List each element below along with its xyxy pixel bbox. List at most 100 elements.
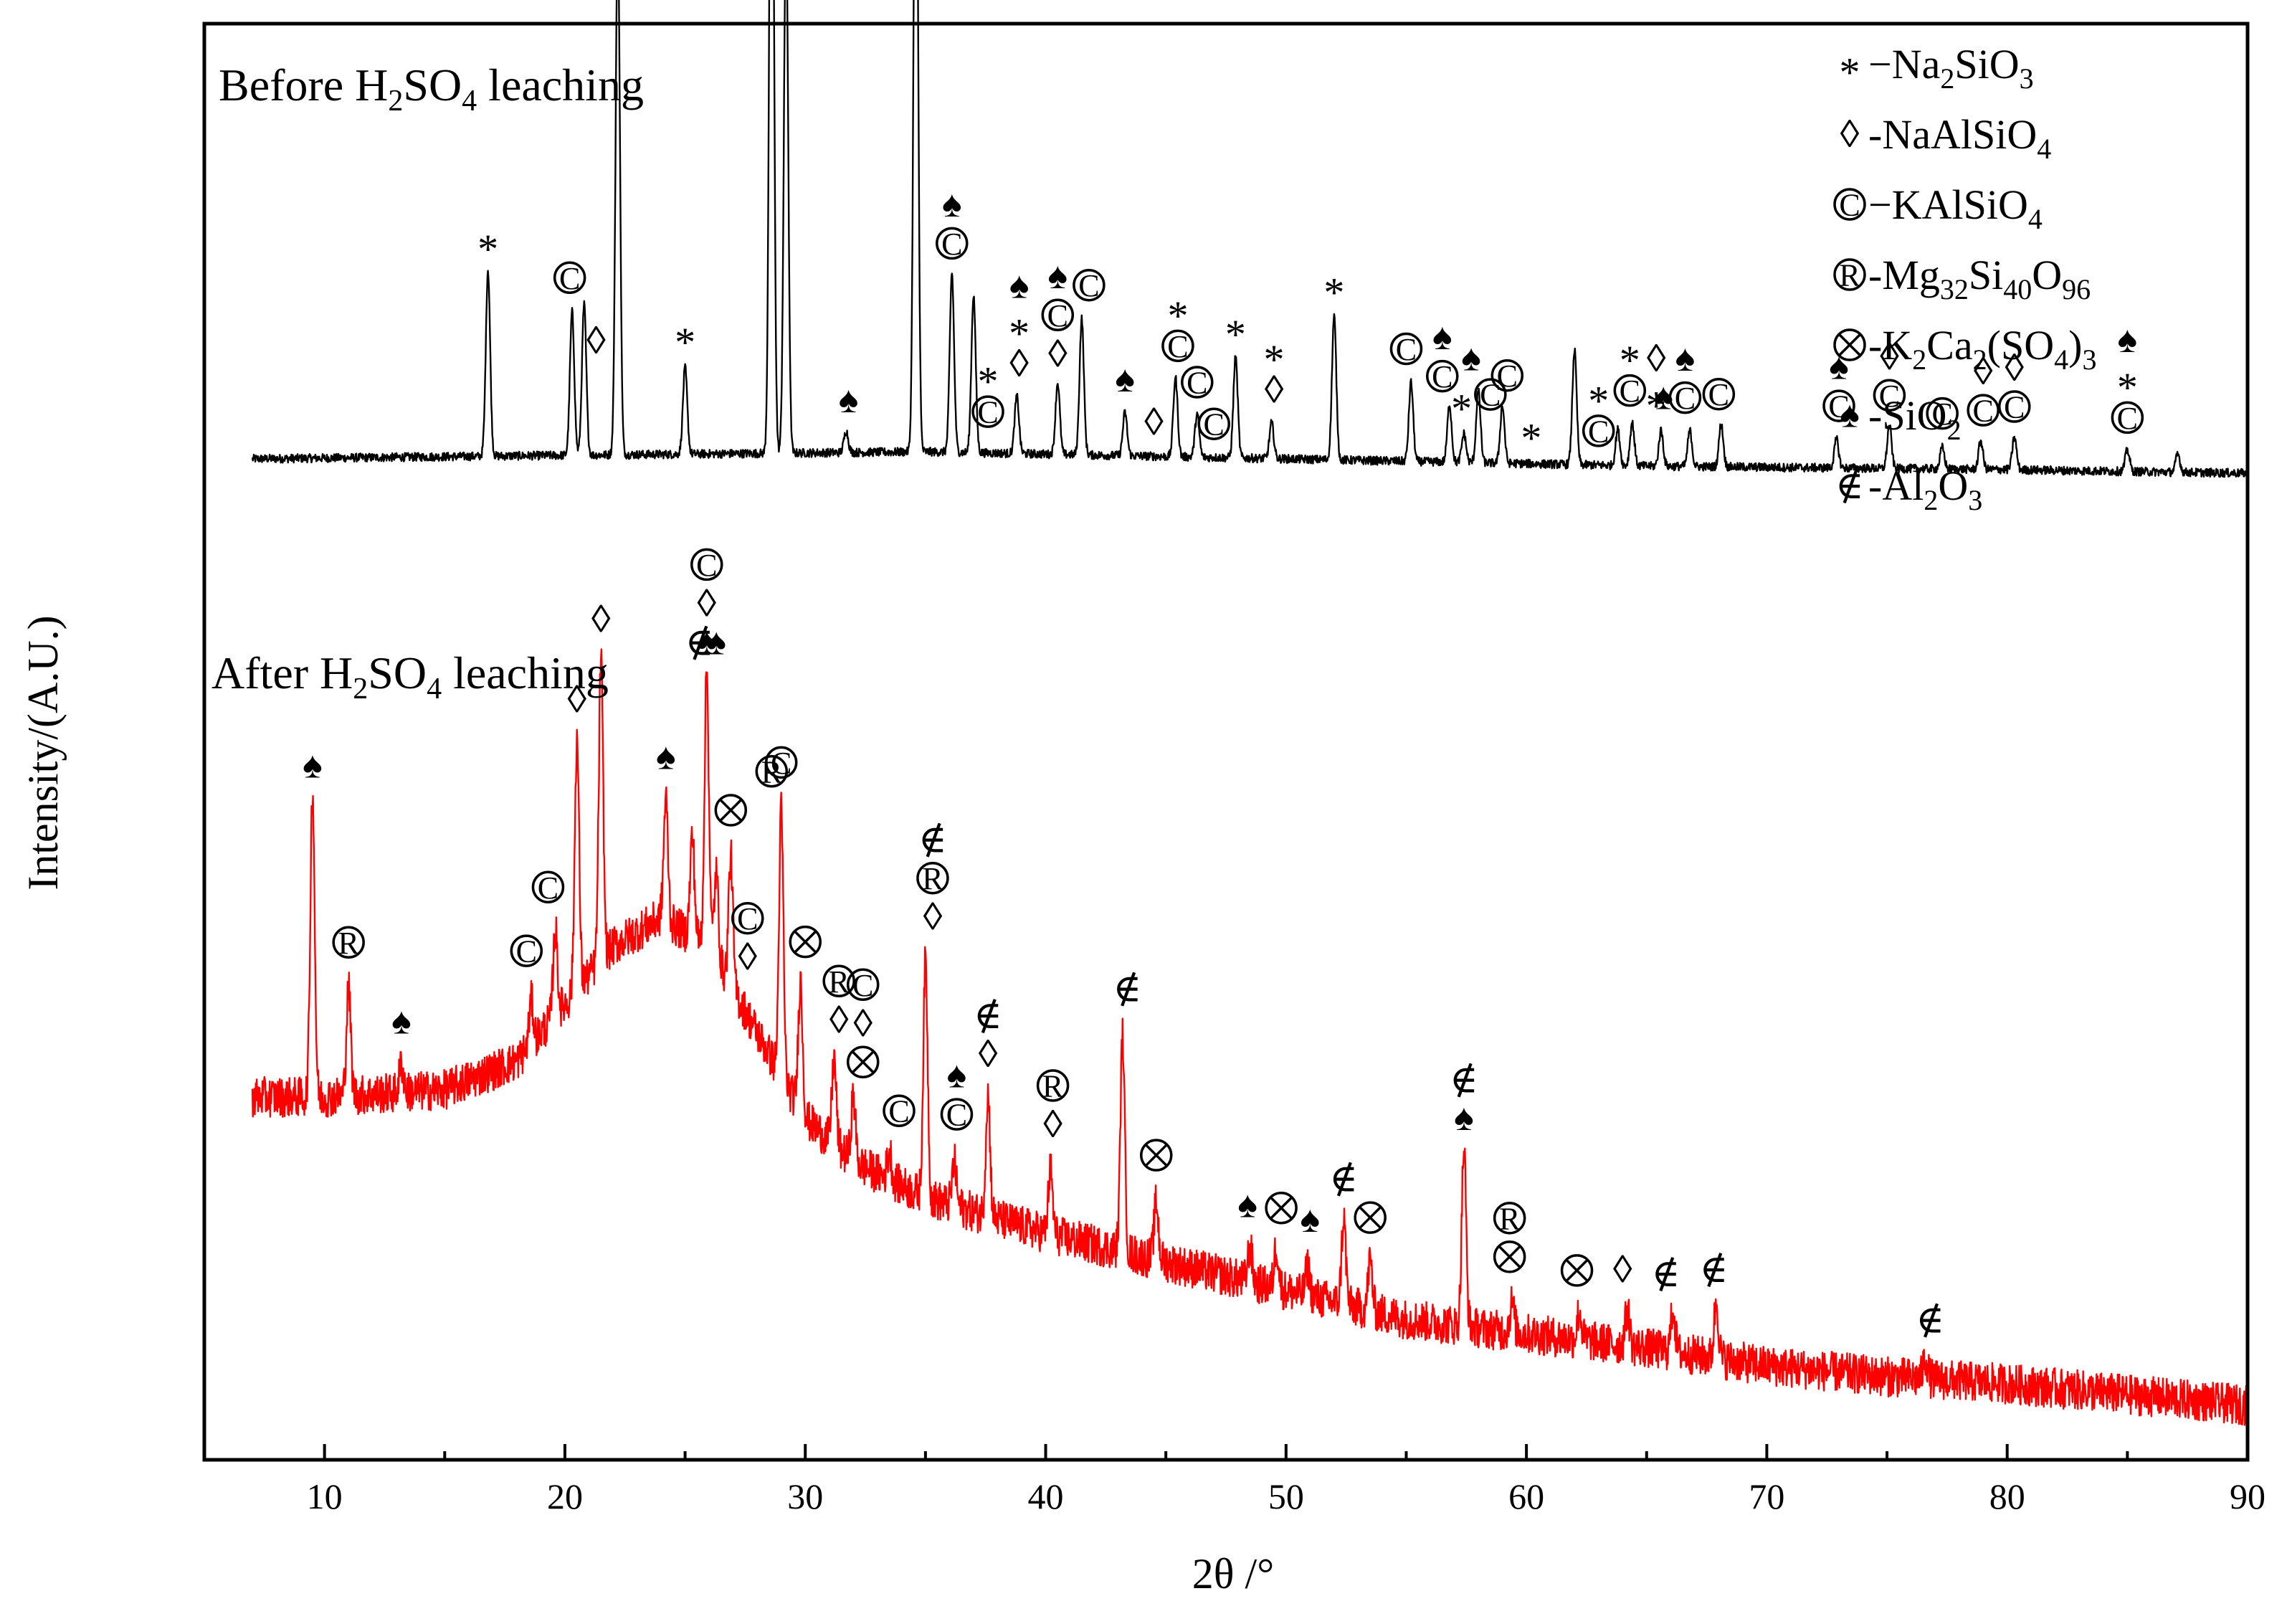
legend-label: −Na2SiO3 — [1868, 41, 2034, 95]
diamond-marker: ◊ — [567, 678, 586, 721]
svg-text:♠: ♠ — [303, 746, 323, 787]
c-marker: C — [2111, 401, 2144, 436]
svg-text:∉: ∉ — [1113, 967, 1142, 1010]
svg-text:C: C — [2004, 390, 2025, 425]
svg-text:C: C — [1480, 378, 1501, 413]
svg-text:◊: ◊ — [1144, 401, 1164, 444]
svg-text:∉: ∉ — [918, 818, 947, 861]
spade-marker: ♠ — [1461, 338, 1481, 379]
x-tick-label: 90 — [2230, 1476, 2265, 1516]
legend-item: C −KAlSiO4 — [1833, 181, 2043, 235]
svg-text:C: C — [559, 261, 580, 296]
legend-item: ♠ -SiO2 — [1840, 392, 1961, 446]
svg-text:◊: ◊ — [738, 936, 757, 979]
notin-marker: ∉ — [685, 620, 714, 663]
c-marker: C — [1073, 268, 1106, 303]
svg-text:◊: ◊ — [979, 1032, 998, 1075]
svg-text:C: C — [1167, 329, 1188, 364]
c-marker: C — [531, 870, 565, 906]
c-marker: C — [1702, 377, 1736, 412]
x-marker — [1493, 1240, 1526, 1273]
x-ticks: 10 20 30 40 50 60 70 80 90 — [307, 1444, 2265, 1516]
svg-text:C: C — [1972, 394, 1993, 429]
c-marker: C — [1490, 358, 1524, 394]
legend-label: -K2Ca2(SO4)3 — [1868, 322, 2096, 376]
spade-marker: ♠ — [1840, 395, 1860, 436]
svg-text:◊: ◊ — [1613, 1248, 1632, 1291]
series-label: Before H2SO4 leaching — [219, 60, 644, 118]
legend-item: -K2Ca2(SO4)3 — [1833, 322, 2096, 376]
c-marker: C — [1668, 381, 1702, 416]
legend-label: -Al2O3 — [1868, 462, 1982, 516]
svg-text:♠: ♠ — [697, 622, 717, 663]
diamond-marker: ◊ — [1880, 335, 1899, 378]
svg-text:C: C — [771, 746, 791, 781]
svg-text:C: C — [2117, 401, 2138, 436]
svg-text:∉: ∉ — [685, 620, 714, 663]
x-tick-label: 60 — [1508, 1476, 1544, 1516]
diamond-marker: ◊ — [1009, 342, 1029, 385]
x-marker — [846, 1045, 880, 1079]
star-marker: * — [1451, 385, 1472, 432]
svg-text:*: * — [1323, 269, 1344, 315]
diamond-marker: ◊ — [1043, 1103, 1062, 1146]
svg-text:C: C — [946, 1098, 967, 1133]
c-marker: C — [846, 968, 880, 1003]
x-axis-title: 2θ /° — [1192, 1550, 1274, 1597]
x-marker — [714, 794, 748, 827]
x-marker — [789, 925, 822, 959]
c-marker: C — [1582, 414, 1615, 449]
x-marker — [1354, 1201, 1387, 1234]
series-labels: Before H2SO4 leaching After H2SO4 leachin… — [211, 60, 644, 706]
diamond-marker: ◊ — [1647, 337, 1666, 380]
svg-text:∉: ∉ — [1700, 1248, 1729, 1291]
svg-text:*: * — [477, 226, 498, 272]
star-marker: * — [2117, 364, 2138, 411]
svg-text:C: C — [977, 395, 998, 430]
star-marker: * — [477, 226, 498, 272]
svg-text:C: C — [1497, 358, 1518, 394]
c-marker: C — [1426, 359, 1459, 394]
spade-marker: ♠ — [391, 1002, 412, 1043]
c-marker: C — [971, 395, 1004, 430]
svg-text:C: C — [1187, 366, 1207, 401]
svg-text:♠: ♠ — [391, 1002, 412, 1043]
svg-text:∉: ∉ — [1450, 1058, 1478, 1101]
svg-text:∉: ∉ — [1916, 1298, 1944, 1341]
series-line — [251, 648, 2249, 1426]
c-marker: C — [553, 261, 586, 296]
c-marker: C — [731, 901, 764, 936]
notin-marker: ∉ — [1700, 1248, 1729, 1291]
r-marker: R — [332, 926, 365, 961]
svg-text:R: R — [828, 964, 850, 999]
legend-item: ∉ -Al2O3 — [1835, 462, 1982, 516]
series-label: After H2SO4 leaching — [211, 647, 609, 706]
svg-text:C: C — [1204, 407, 1225, 442]
spade-marker: ♠ — [1675, 338, 1696, 379]
x-marker — [1833, 328, 1866, 361]
x-tick-label: 80 — [1989, 1476, 2025, 1516]
r-marker: R — [755, 754, 789, 789]
x-tick-label: 50 — [1268, 1476, 1304, 1516]
svg-text:♠: ♠ — [1237, 1184, 1257, 1225]
spade-marker: ♠ — [2118, 320, 2138, 361]
svg-text:◊: ◊ — [591, 598, 611, 641]
svg-text:*: * — [1840, 49, 1860, 96]
c-marker: C — [1613, 374, 1647, 409]
diamond-marker: ◊ — [829, 998, 849, 1041]
svg-text:C: C — [538, 870, 558, 906]
legend-label: −KAlSiO4 — [1868, 181, 2043, 235]
diamond-marker: ◊ — [697, 581, 716, 625]
diamond-marker: ◊ — [1840, 113, 1860, 156]
spade-marker: ♠ — [1009, 266, 1030, 307]
x-tick-label: 70 — [1749, 1476, 1784, 1516]
c-marker: C — [1474, 378, 1507, 413]
spade-marker: ♠ — [942, 184, 962, 225]
spade-marker: ♠ — [656, 736, 676, 777]
svg-text:◊: ◊ — [1647, 337, 1666, 380]
c-marker: C — [1998, 390, 2031, 425]
star-marker: * — [1588, 377, 1609, 424]
svg-text:◊: ◊ — [1880, 335, 1899, 378]
star-marker: * — [1646, 383, 1667, 429]
spade-marker: ♠ — [697, 622, 717, 663]
